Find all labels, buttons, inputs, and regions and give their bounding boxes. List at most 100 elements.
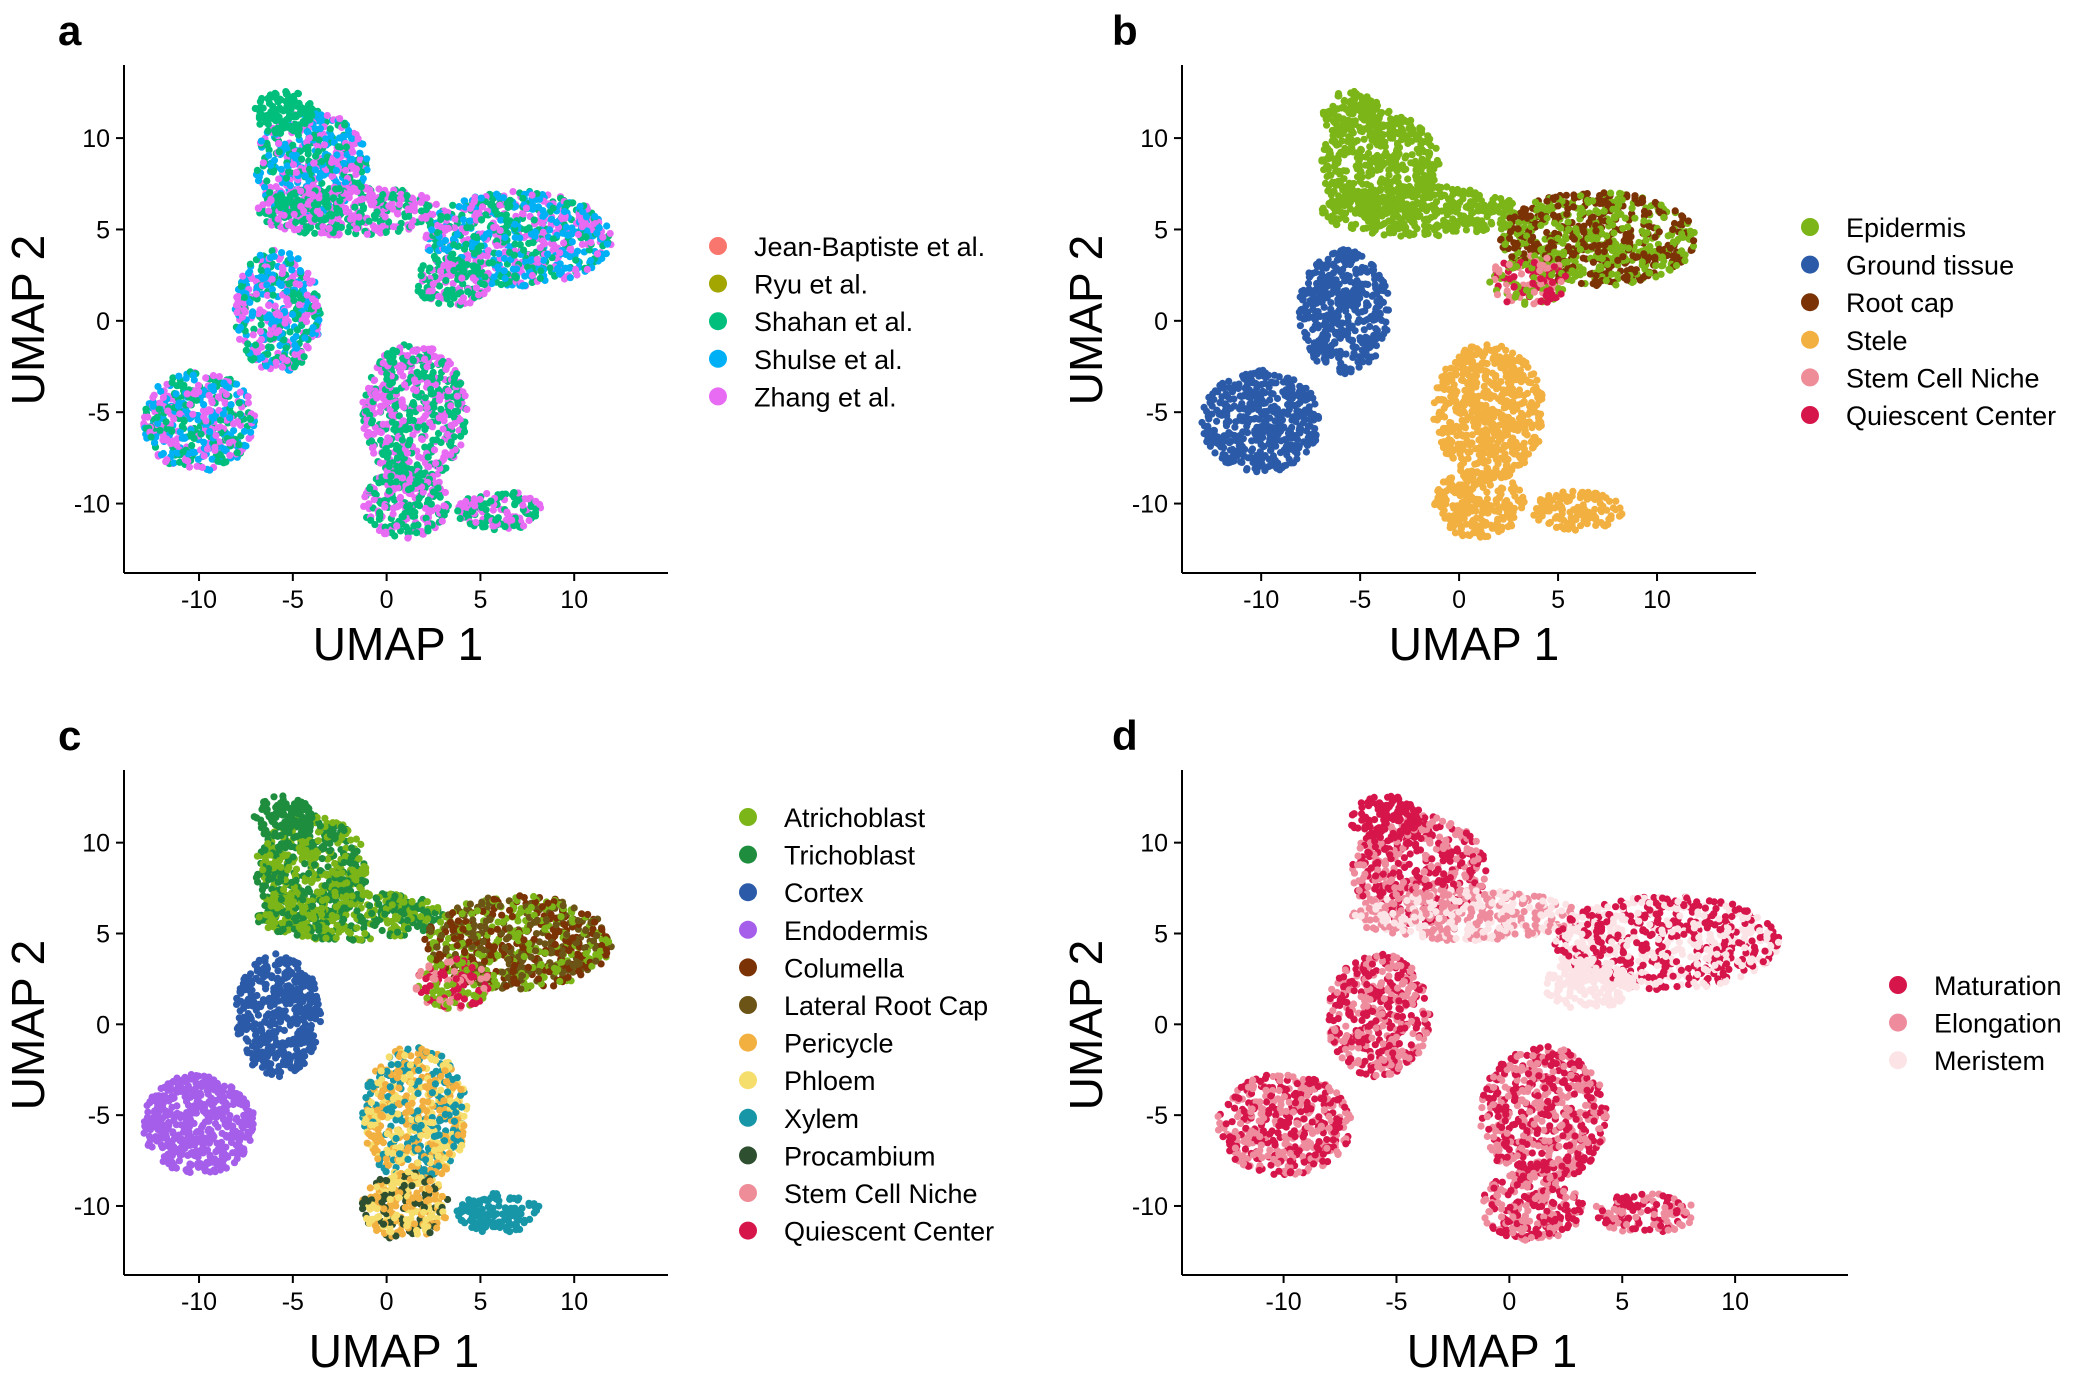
scatter-point [347,215,355,223]
scatter-point [506,202,514,210]
scatter-point [295,281,303,289]
scatter-point [472,518,480,526]
scatter-point [153,413,161,422]
scatter-point [1364,149,1373,157]
scatter-point [1413,225,1421,233]
scatter-point [308,105,316,113]
scatter-point [156,426,164,434]
scatter-point [244,340,252,348]
scatter-point [363,166,371,174]
scatter-point [272,129,280,137]
scatter-point [302,145,310,153]
scatter-point [559,229,567,237]
scatter-point [489,506,497,514]
legend-label: Shahan et al. [754,307,913,337]
scatter-point [285,96,293,104]
scatter-point [572,256,580,264]
scatter-point [1398,130,1407,138]
scatter-point [1377,177,1385,186]
scatter-point [459,421,467,429]
scatter-point [550,241,558,249]
legend-marker [709,349,727,368]
scatter-point [451,215,459,223]
scatter-point [268,275,276,283]
scatter-point [500,267,508,275]
scatter-point [528,271,537,280]
scatter-point [240,427,249,435]
scatter-point [376,459,384,467]
scatter-point [373,394,381,402]
scatter-point [375,427,383,436]
scatter-point [183,390,191,398]
scatter-point [485,229,493,237]
scatter-point [438,359,446,367]
scatter-point [333,209,341,217]
scatter-point [200,401,208,409]
scatter-point [379,359,387,367]
scatter-point [286,198,294,206]
scatter-point [216,416,225,424]
scatter-point [549,204,557,212]
scatter-point [1323,146,1331,154]
scatter-point [242,442,250,450]
scatter-point [291,111,299,119]
legend-label: Zhang et al. [754,382,897,412]
scatter-point [1376,129,1384,137]
scatter-point [410,522,418,530]
scatter-point [282,116,290,124]
scatter-point [1363,108,1371,116]
scatter-point [1375,222,1383,230]
scatter-point [467,223,475,231]
scatter-point [1401,154,1409,162]
scatter-point [147,433,155,441]
scatter-point [1359,225,1367,233]
scatter-point [473,263,481,271]
scatter-point [396,194,405,202]
scatter-point [174,402,182,410]
scatter-point [1456,198,1464,207]
scatter-point [399,363,407,371]
scatter-point [458,274,466,282]
scatter-point [342,166,350,174]
scatter-point [236,388,244,396]
scatter-point [539,237,547,245]
scatter-point [313,207,321,215]
scatter-point [190,434,198,442]
legend: Jean-Baptiste et al.Ryu et al.Shahan et … [709,232,985,412]
scatter-point [1445,202,1454,210]
scatter-point [503,217,511,225]
scatter-point [264,350,272,358]
scatter-point [403,192,411,200]
scatter-point [437,438,445,447]
scatter-point [501,523,509,531]
scatter-point [305,165,314,173]
scatter-point [370,198,378,207]
scatter-point [368,419,376,427]
scatter-point [297,267,305,276]
y-tick-label: -5 [88,399,110,427]
scatter-point [1334,90,1343,98]
scatter-point [603,240,611,248]
scatter-point [529,239,537,247]
scatter-point [363,155,371,163]
scatter-point [289,127,297,135]
scatter-point [245,434,253,442]
scatter-point [436,239,444,248]
scatter-point [356,156,364,164]
scatter-point [415,393,423,401]
scatter-point [379,420,387,428]
scatter-point [408,222,416,230]
scatter-point [244,399,252,407]
scatter-point [1394,213,1402,221]
scatter-point [257,335,266,344]
scatter-point [341,179,349,187]
scatter-point [278,106,286,114]
scatter-point [202,374,210,382]
scatter-point [189,371,197,379]
scatter-point [264,343,273,351]
scatter-point [1418,155,1426,163]
scatter-point [421,355,429,363]
scatter-point [463,405,471,413]
scatter-point [493,242,501,250]
